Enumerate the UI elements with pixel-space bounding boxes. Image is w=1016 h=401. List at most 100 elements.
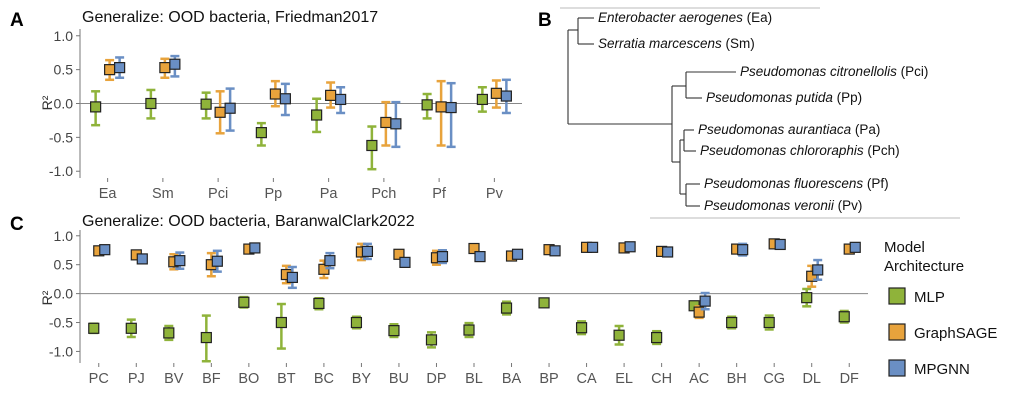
series-mlp: [90, 85, 488, 171]
tree-leaf-label: Pseudomonas chlororaphis (Pch): [700, 143, 900, 158]
y-tick-label: 0.5: [54, 257, 74, 273]
series-graphsage: [104, 57, 502, 147]
data-point: [774, 238, 786, 251]
species-name: Enterobacter aerogenes: [598, 10, 743, 25]
panel-letter-a: A: [10, 10, 24, 31]
x-tick-label: PC: [89, 371, 109, 387]
tree-leaf-label: Pseudomonas aurantiaca (Pa): [698, 122, 880, 137]
x-tick-label: BP: [539, 371, 558, 387]
tree-leaf-label: Serratia marcescens (Sm): [598, 36, 755, 51]
x-tick-label: BL: [465, 371, 483, 387]
species-abbr: (Pa): [851, 122, 880, 137]
chart-c: Generalize: OOD bacteria, BaranwalClark2…: [39, 213, 868, 387]
data-point: [399, 256, 411, 268]
data-point: [651, 331, 663, 344]
x-tick-label: Pp: [265, 186, 283, 202]
species-name: Pseudomonas fluorescens: [704, 176, 863, 191]
x-tick-label: BV: [164, 371, 184, 387]
data-point: [279, 93, 291, 105]
x-tick-label: BY: [352, 371, 372, 387]
data-point: [538, 297, 550, 309]
phylogenetic-tree: Enterobacter aerogenes (Ea) Serratia marc…: [560, 7, 960, 219]
x-tick-label: BT: [277, 371, 296, 387]
data-point: [255, 127, 267, 139]
chart-a-title: Generalize: OOD bacteria, Friedman2017: [82, 9, 378, 26]
species-name: Pseudomonas aurantiaca: [698, 122, 852, 137]
data-point: [211, 255, 223, 267]
data-point: [325, 89, 337, 101]
data-point: [99, 244, 111, 256]
data-point: [421, 99, 433, 111]
x-tick-label: BC: [314, 371, 334, 387]
species-abbr: (Pf): [863, 176, 889, 191]
y-tick-label: 0.5: [54, 62, 74, 78]
data-point: [90, 101, 102, 113]
data-point: [613, 329, 625, 341]
data-point: [849, 241, 861, 253]
species-abbr: (Pv): [834, 198, 863, 213]
y-tick-label: 1.0: [54, 228, 74, 244]
data-point: [511, 248, 524, 260]
chart-a-axes: 1.0 0.5 0.0 -0.5 -1.0 Ea Sm Pci Pp Pa Pch Pf Pv: [49, 28, 522, 202]
chart-c-ylabel: R²: [39, 290, 55, 305]
series-mpgnn: [114, 54, 512, 149]
x-tick-label: BH: [727, 371, 747, 387]
series-mpgnn: [99, 238, 861, 311]
data-point: [737, 244, 749, 256]
data-point: [145, 97, 157, 110]
chart-a-ylabel: R²: [39, 95, 55, 110]
data-point: [275, 316, 287, 329]
data-point: [159, 62, 171, 74]
data-point: [425, 334, 438, 346]
data-point: [390, 118, 402, 130]
data-point: [624, 241, 636, 253]
tree-leaf-label: Pseudomonas citronellolis (Pci): [740, 64, 928, 79]
data-point: [361, 245, 374, 257]
data-point: [801, 292, 813, 304]
legend-swatch-graphsage: [888, 323, 906, 341]
data-point: [350, 316, 363, 329]
data-point: [463, 324, 475, 336]
data-point: [380, 116, 392, 129]
legend-swatch-mpgnn: [888, 359, 906, 377]
x-tick-label: DF: [840, 371, 859, 387]
data-point: [169, 58, 181, 70]
tree-leaf-label: Enterobacter aerogenes (Ea): [598, 10, 772, 25]
data-point: [88, 322, 100, 334]
data-point: [662, 246, 674, 258]
x-tick-label: EL: [615, 371, 633, 387]
x-tick-label: DL: [802, 371, 821, 387]
legend-label-mpgnn: MPGNN: [914, 361, 970, 378]
data-point: [200, 331, 212, 344]
data-point: [388, 325, 400, 337]
data-point: [104, 64, 116, 76]
data-point: [249, 242, 261, 254]
y-tick-label: -1.0: [49, 343, 73, 359]
data-point: [586, 241, 599, 253]
data-point: [549, 245, 561, 257]
legend: Model Architecture MLP GraphSAGE MPGNN: [884, 239, 997, 378]
data-point: [269, 88, 281, 100]
species-name: Pseudomonas putida: [706, 90, 833, 105]
y-tick-label: 0.0: [54, 96, 74, 112]
x-tick-label: Pch: [371, 186, 396, 202]
data-point: [311, 109, 323, 121]
chart-a-marks: [90, 54, 512, 171]
data-point: [490, 87, 502, 99]
data-point: [812, 264, 824, 276]
x-tick-label: CG: [763, 371, 785, 387]
species-abbr: (Sm): [722, 36, 755, 51]
data-point: [435, 101, 447, 113]
data-point: [476, 93, 488, 106]
panel-letter-b: B: [538, 10, 552, 31]
species-name: Pseudomonas veronii: [704, 198, 835, 213]
y-tick-label: -0.5: [49, 315, 73, 331]
data-point: [136, 253, 148, 265]
series-mlp: [88, 287, 850, 363]
data-point: [393, 248, 405, 260]
x-tick-label: CH: [651, 371, 672, 387]
data-point: [286, 271, 298, 284]
legend-label-graphsage: GraphSAGE: [914, 325, 997, 342]
x-tick-label: BA: [502, 371, 522, 387]
y-tick-label: 0.0: [54, 286, 74, 302]
